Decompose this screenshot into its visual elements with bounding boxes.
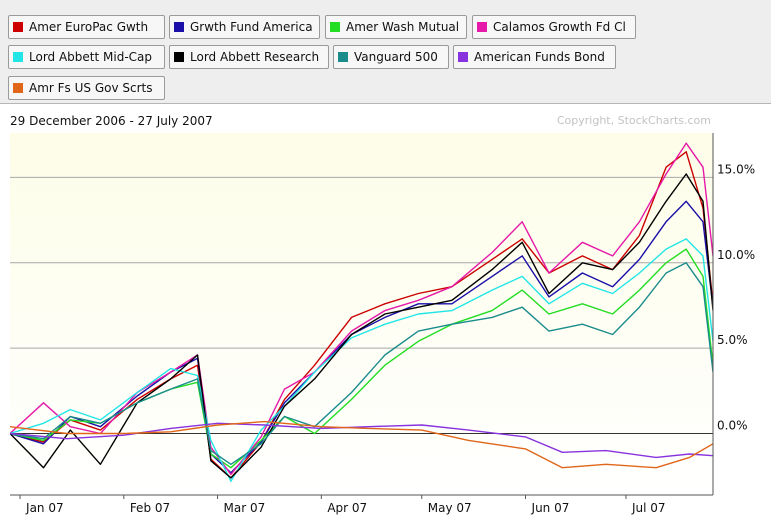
legend-item-label: Amer EuroPac Gwth	[29, 20, 149, 34]
legend-item-label: Amr Fs US Gov Scrts	[29, 81, 153, 95]
legend-item-label: Vanguard 500	[354, 50, 438, 64]
y-tick-label: 5.0%	[717, 333, 748, 347]
legend-item-amer-wash-mutual[interactable]: Amer Wash Mutual	[325, 15, 467, 39]
x-tick-label: Jun 07	[531, 501, 570, 515]
x-tick-label: Jul 07	[631, 501, 666, 515]
x-tick-label: May 07	[428, 501, 472, 515]
legend-item-label: Lord Abbett Research	[190, 50, 320, 64]
swatch-icon	[174, 22, 184, 32]
date-range: 29 December 2006 - 27 July 2007	[10, 114, 213, 128]
performance-chart: 0.0% 5.0% 10.0% 15.0% Jan 07 Feb 07 Mar 07 Apr…	[10, 133, 755, 515]
y-axis-ticks: 0.0% 5.0% 10.0% 15.0%	[717, 162, 755, 432]
y-tick-label: 10.0%	[717, 248, 755, 262]
swatch-icon	[174, 52, 184, 62]
x-tick-label: Mar 07	[224, 501, 266, 515]
legend-item-lord-abbett-mid-cap[interactable]: Lord Abbett Mid-Cap	[8, 45, 165, 69]
swatch-icon	[477, 22, 487, 32]
legend-item-american-funds-bond[interactable]: American Funds Bond	[453, 45, 616, 69]
series-line-lord-abbett-research	[10, 173, 713, 479]
y-tick-label: 0.0%	[717, 419, 748, 433]
swatch-icon	[458, 52, 468, 62]
x-tick-label: Feb 07	[130, 501, 170, 515]
series-line-lord-abbett-mid-cap	[10, 238, 713, 482]
chart-area: 0.0% 5.0% 10.0% 15.0% Jan 07 Feb 07 Mar 07 Apr…	[0, 104, 771, 526]
legend-item-calamos-growth[interactable]: Calamos Growth Fd Cl	[472, 15, 636, 39]
swatch-icon	[330, 22, 340, 32]
series-line-american-funds-bond	[10, 422, 713, 459]
legend-item-vanguard-500[interactable]: Vanguard 500	[333, 45, 449, 69]
legend-item-lord-abbett-research[interactable]: Lord Abbett Research	[169, 45, 329, 69]
legend-item-label: Lord Abbett Mid-Cap	[29, 50, 153, 64]
swatch-icon	[13, 83, 23, 93]
y-tick-label: 15.0%	[717, 162, 755, 176]
swatch-icon	[13, 22, 23, 32]
series-line-grwth-fund-america	[10, 200, 713, 474]
legend-item-grwth-fund-america[interactable]: Grwth Fund America	[169, 15, 320, 39]
swatch-icon	[338, 52, 348, 62]
legend-area: Amer EuroPac Gwth Grwth Fund America Ame…	[0, 0, 771, 104]
series-line-vanguard-500	[10, 262, 713, 465]
swatch-icon	[13, 52, 23, 62]
legend-item-label: Amer Wash Mutual	[346, 20, 460, 34]
series-line-amer-europac-gwth	[10, 151, 713, 479]
series-line-amr-fs-us-gov-scrts	[10, 420, 713, 469]
x-tick-label: Jan 07	[25, 501, 64, 515]
copyright-text: Copyright, StockCharts.com	[556, 114, 711, 127]
legend-item-label: American Funds Bond	[474, 50, 605, 64]
legend-item-amr-fs-us-gov[interactable]: Amr Fs US Gov Scrts	[8, 76, 165, 100]
legend-item-label: Grwth Fund America	[190, 20, 313, 34]
legend-item-amer-europac[interactable]: Amer EuroPac Gwth	[8, 15, 165, 39]
x-axis-ticks: Jan 07 Feb 07 Mar 07 Apr 07 May 07 Jun 07 Jul …	[19, 495, 666, 515]
x-tick-label: Apr 07	[327, 501, 367, 515]
legend-item-label: Calamos Growth Fd Cl	[493, 20, 626, 34]
series-lines	[10, 142, 713, 482]
